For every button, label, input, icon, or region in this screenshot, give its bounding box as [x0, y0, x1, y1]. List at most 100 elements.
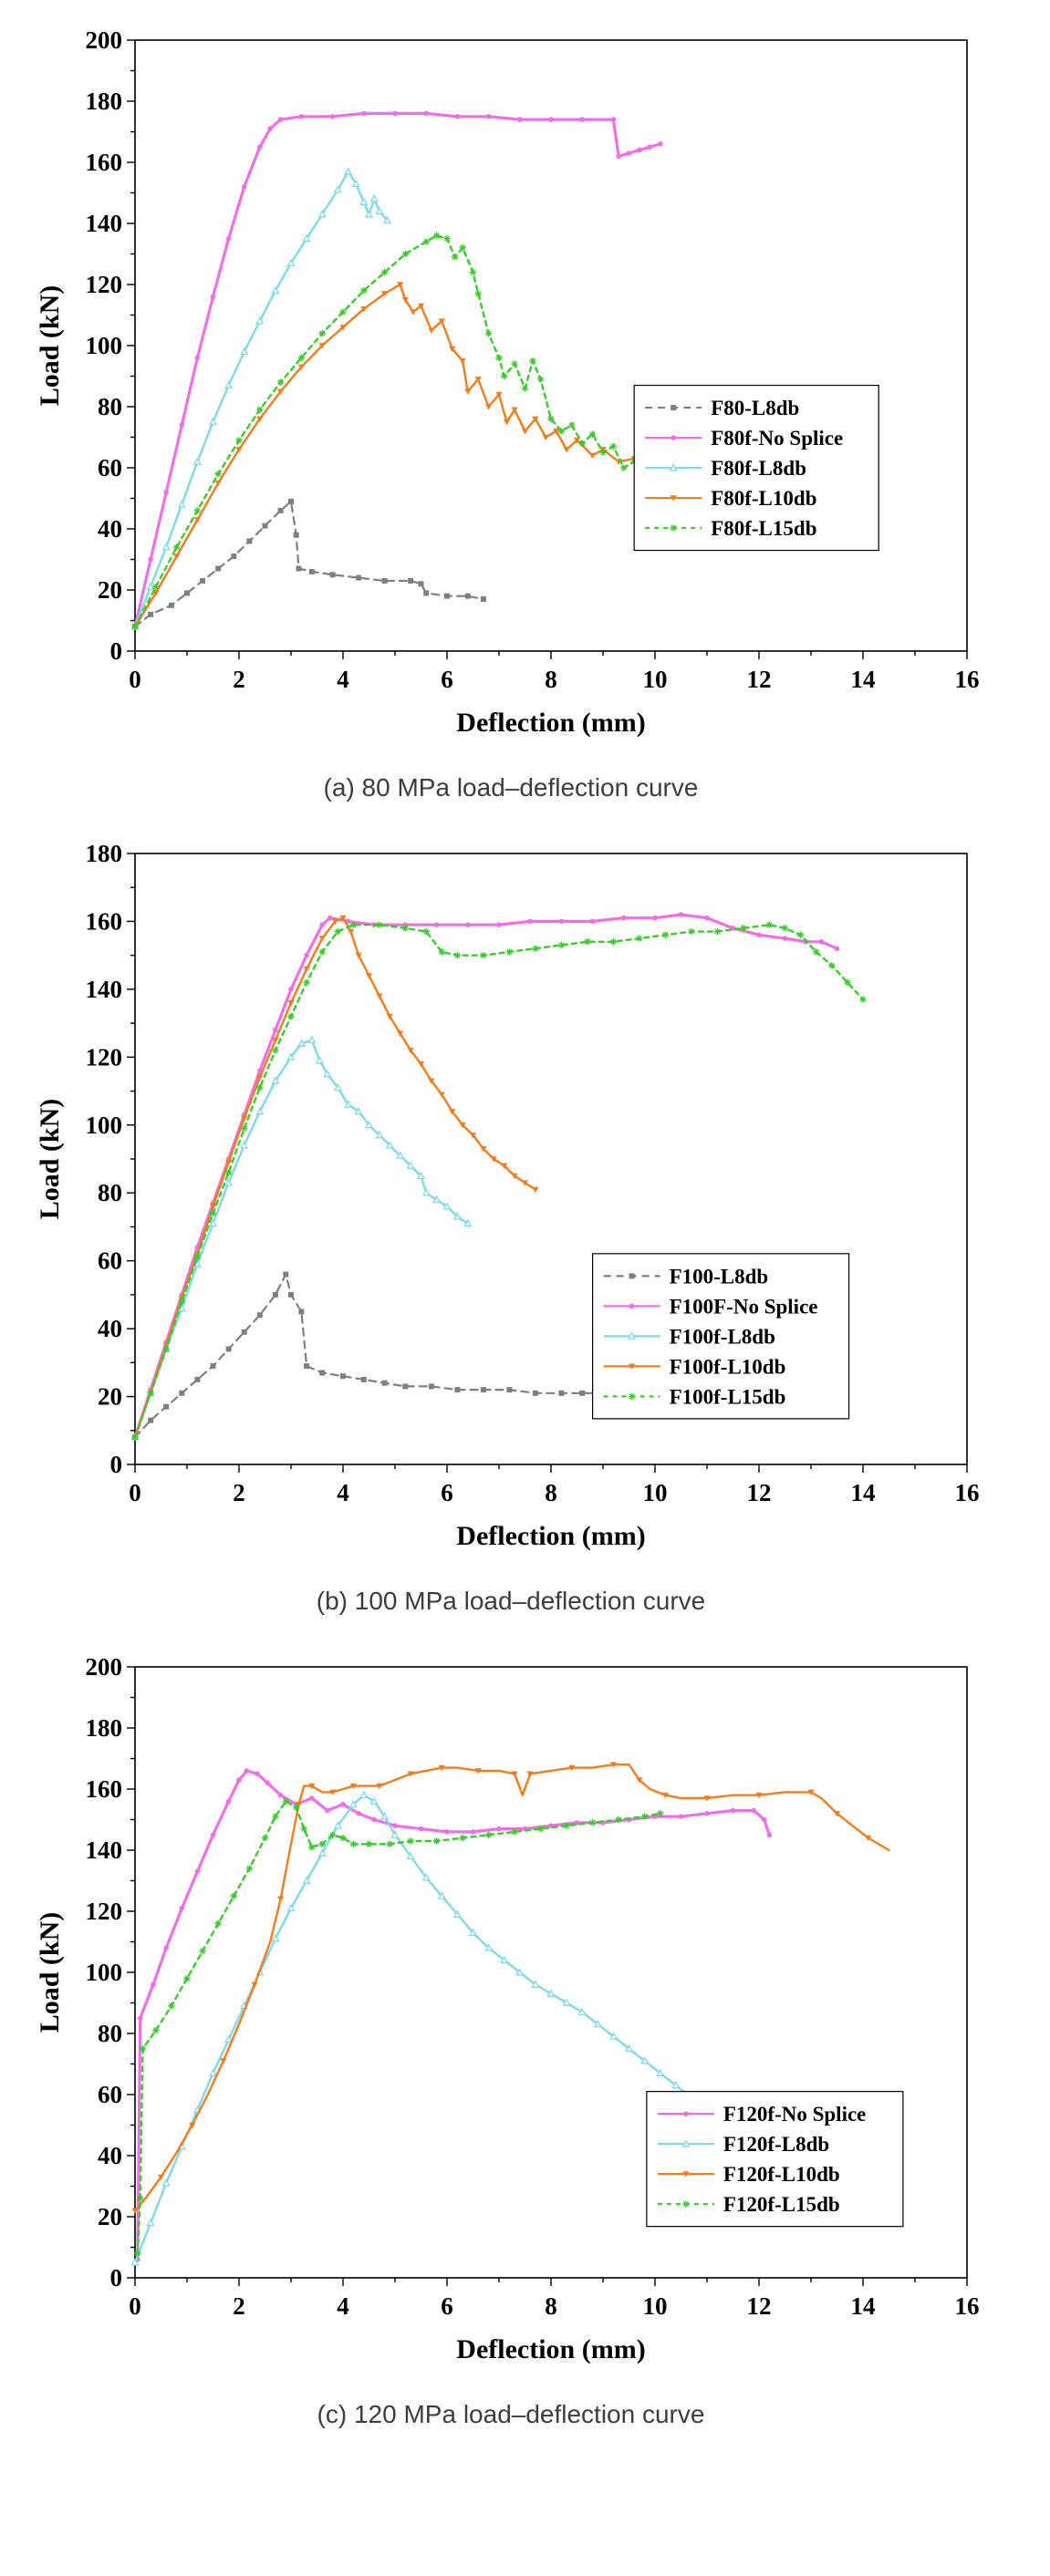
legend-item: F100-L8db: [603, 1265, 769, 1288]
svg-text:0: 0: [110, 2264, 123, 2292]
svg-text:14: 14: [851, 2292, 876, 2320]
legend-item: F80f-L10db: [645, 487, 816, 510]
svg-text:60: 60: [98, 454, 122, 481]
svg-text:0: 0: [110, 1451, 123, 1478]
legend-item: F120f-No Splice: [657, 2103, 867, 2126]
svg-text:160: 160: [86, 1775, 123, 1803]
svg-text:6: 6: [441, 666, 453, 693]
y-tick-labels: 0 20 40 60 80 100 120 140 160 180 200: [86, 1653, 123, 2292]
y-axis-label: Load (kN): [35, 1099, 65, 1220]
y-axis-label: Load (kN): [35, 285, 65, 407]
x-tick-labels: 0 2 4 6 8 10 12 14 16: [129, 666, 979, 693]
axis-ticks: [127, 853, 968, 1473]
svg-text:4: 4: [337, 1479, 349, 1506]
svg-text:140: 140: [86, 210, 123, 237]
svg-text:F120f-L8db: F120f-L8db: [723, 2133, 829, 2156]
svg-text:180: 180: [86, 88, 123, 115]
series-F80f-No Splice: [132, 110, 663, 629]
document: 0 2 4 6 8 10 12 14 16 0 20 40 60 80 100 120 140 160 180 200…: [27, 13, 1050, 2429]
svg-text:F80f-L10db: F80f-L10db: [711, 487, 816, 510]
svg-text:8: 8: [545, 1479, 557, 1506]
legend-item: F120f-L15db: [657, 2193, 840, 2216]
svg-text:F120f-L15db: F120f-L15db: [723, 2193, 840, 2216]
svg-text:F80-L8db: F80-L8db: [711, 397, 799, 419]
svg-text:10: 10: [643, 666, 668, 693]
x-tick-labels: 0 2 4 6 8 10 12 14 16: [129, 1479, 979, 1506]
svg-text:40: 40: [98, 2142, 122, 2169]
figure-80mpa: 0 2 4 6 8 10 12 14 16 0 20 40 60 80 100 120 140 160 180 200…: [27, 13, 1050, 802]
y-axis-label: Load (kN): [35, 1912, 65, 2033]
svg-text:14: 14: [851, 666, 876, 693]
svg-text:100: 100: [86, 1959, 123, 1986]
svg-text:16: 16: [955, 1479, 980, 1506]
svg-text:F100f-L10db: F100f-L10db: [670, 1355, 786, 1378]
legend-item: F80-L8db: [645, 397, 799, 419]
svg-text:F100f-L15db: F100f-L15db: [670, 1385, 786, 1408]
svg-text:16: 16: [955, 2292, 980, 2320]
svg-text:0: 0: [129, 1479, 141, 1506]
svg-text:200: 200: [86, 26, 123, 54]
svg-text:6: 6: [441, 1479, 453, 1506]
legend: F100-L8db F100F-No Splice F100f-L8db F100f-…: [591, 1253, 850, 1420]
svg-text:12: 12: [747, 2292, 772, 2320]
svg-text:F100f-L8db: F100f-L8db: [670, 1325, 775, 1348]
svg-text:16: 16: [955, 666, 980, 693]
legend-item: F120f-L10db: [657, 2163, 840, 2186]
y-tick-labels: 0 20 40 60 80 100 120 140 160 180: [86, 840, 123, 1478]
series-F100f-L15db: [131, 921, 867, 1442]
y-tick-labels: 0 20 40 60 80 100 120 140 160 180 200: [86, 26, 123, 665]
legend-item: F100F-No Splice: [603, 1295, 818, 1318]
figure-120mpa: 0 2 4 6 8 10 12 14 16 0 20 40 60 80 100 120 140 160 180 200…: [27, 1640, 1050, 2429]
svg-text:8: 8: [545, 2292, 557, 2320]
figure-100mpa: 0 2 4 6 8 10 12 14 16 0 20 40 60 80 100 120 140 160 180 Def…: [27, 826, 1050, 1616]
svg-text:180: 180: [86, 840, 123, 867]
svg-text:F120f-No Splice: F120f-No Splice: [723, 2103, 867, 2126]
series-F120f-L15db: [133, 1797, 664, 2258]
svg-text:180: 180: [86, 1714, 123, 1742]
svg-text:60: 60: [98, 2081, 122, 2108]
svg-text:0: 0: [129, 2292, 141, 2320]
svg-text:80: 80: [98, 2020, 122, 2047]
axis-ticks: [127, 39, 968, 659]
svg-text:F100-L8db: F100-L8db: [670, 1265, 769, 1288]
legend-item: F80f-L15db: [645, 517, 816, 540]
x-axis-label: Deflection (mm): [456, 1521, 645, 1551]
svg-text:12: 12: [747, 1479, 772, 1506]
x-axis-label: Deflection (mm): [456, 2334, 645, 2364]
legend-item: F100f-L15db: [603, 1385, 786, 1408]
axis-ticks: [127, 1666, 968, 2286]
chart-80mpa: 0 2 4 6 8 10 12 14 16020406080100120140160180200…: [27, 13, 994, 770]
legend-item: F100f-L8db: [603, 1325, 775, 1348]
svg-text:100: 100: [86, 332, 123, 359]
svg-text:100: 100: [86, 1112, 123, 1139]
svg-text:8: 8: [545, 666, 557, 693]
svg-text:4: 4: [337, 2292, 349, 2320]
svg-text:2: 2: [233, 2292, 245, 2320]
svg-text:160: 160: [86, 149, 123, 176]
svg-text:6: 6: [441, 2292, 453, 2320]
svg-text:40: 40: [98, 515, 122, 543]
series-F80f-L15db: [131, 232, 659, 631]
legend: F120f-No Splice F120f-L8db F120f-L10db F120…: [646, 2091, 904, 2228]
svg-text:20: 20: [98, 2203, 122, 2230]
svg-text:10: 10: [643, 1479, 668, 1506]
x-axis-label: Deflection (mm): [456, 708, 645, 738]
legend-item: F100f-L10db: [603, 1355, 786, 1378]
series-F120f-No Splice: [135, 1768, 773, 2262]
series-F120f-L10db: [131, 1762, 890, 2214]
svg-text:120: 120: [86, 1898, 123, 1925]
legend-item: F80f-No Splice: [645, 427, 843, 450]
caption-100mpa: (b) 100 MPa load–deflection curve: [316, 1587, 706, 1615]
chart-120mpa: 0 2 4 6 8 10 12 14 16020406080100120140160180200…: [27, 1640, 994, 2396]
svg-text:2: 2: [233, 666, 245, 693]
svg-text:10: 10: [643, 2292, 668, 2320]
svg-text:14: 14: [851, 1479, 876, 1506]
svg-text:80: 80: [98, 1179, 122, 1206]
svg-text:160: 160: [86, 907, 123, 935]
legend: F80-L8db F80f-No Splice F80f-L8db F80f-L10d…: [633, 384, 879, 552]
svg-text:120: 120: [86, 1043, 123, 1071]
legend-item: F120f-L8db: [657, 2133, 829, 2156]
svg-text:140: 140: [86, 1836, 123, 1864]
svg-text:20: 20: [98, 1383, 122, 1411]
svg-text:F80f-No Splice: F80f-No Splice: [711, 427, 843, 450]
